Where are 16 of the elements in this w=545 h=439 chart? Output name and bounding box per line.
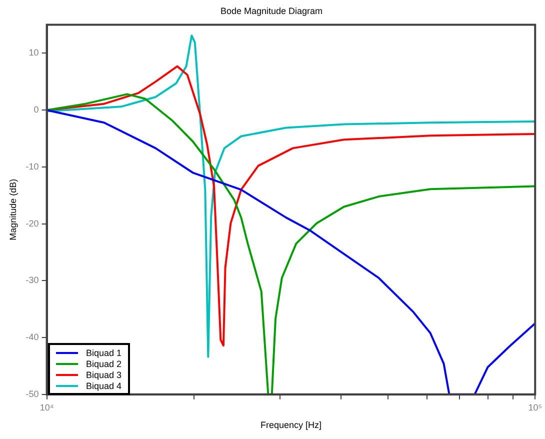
y-tick-label: -50	[26, 388, 39, 399]
x-tick-label: 10⁴	[40, 402, 54, 412]
x-axis-title: Frequency [Hz]	[260, 420, 322, 430]
y-tick-label: 0	[34, 104, 39, 115]
y-axis-title: Magnitude (dB)	[8, 178, 18, 240]
y-tick-label: 10	[28, 48, 39, 58]
y-tick-label: -20	[26, 218, 39, 228]
legend-label: Biquad 3	[86, 370, 122, 380]
chart-title: Bode Magnitude Diagram	[220, 6, 323, 16]
legend-label: Biquad 1	[86, 348, 122, 358]
y-tick-label: -30	[26, 275, 39, 286]
legend-label: Biquad 2	[86, 358, 122, 368]
y-tick-label: -10	[26, 161, 39, 172]
x-tick-label: 10⁵	[528, 402, 542, 412]
legend-label: Biquad 4	[86, 380, 122, 390]
y-tick-label: -40	[26, 332, 39, 342]
